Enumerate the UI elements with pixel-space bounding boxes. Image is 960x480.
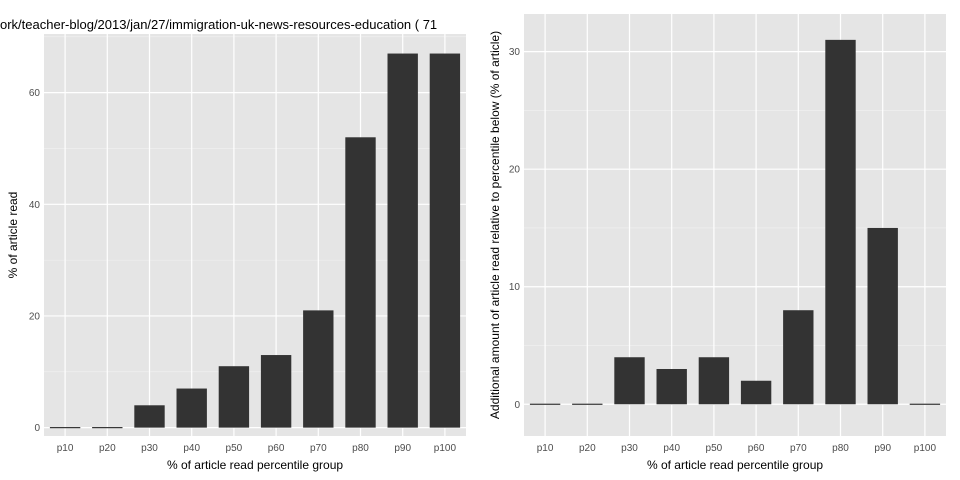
x-tick-label: p100 [434,443,457,454]
chart-title: ork/teacher-blog/2013/jan/27/immigration… [0,17,437,32]
x-axis-title: % of article read percentile group [167,458,343,472]
x-tick-label: p100 [914,443,937,454]
y-tick-label: 0 [34,423,40,434]
bar-p60 [740,380,772,405]
y-tick-label: 20 [509,165,521,176]
bar-p50 [218,366,250,428]
x-tick-label: p50 [706,443,723,454]
x-tick-label: p70 [310,443,327,454]
x-tick-label: p20 [99,443,116,454]
bar-p70 [303,310,334,428]
x-tick-label: p30 [141,443,158,454]
bar-p10 [49,427,81,429]
x-tick-label: p20 [579,443,596,454]
bar-p20 [572,403,603,405]
x-tick-label: p60 [268,443,285,454]
bar-p60 [260,355,292,428]
y-axis-title: % of article read [6,192,20,279]
bar-p90 [387,53,418,428]
bar-p20 [92,427,123,429]
y-tick-label: 30 [509,47,521,58]
bar-p50 [698,357,730,405]
bar-p100 [429,53,461,428]
y-tick-label: 0 [514,400,520,411]
x-tick-label: p90 [394,443,411,454]
bar-p70 [783,310,814,405]
x-tick-label: p40 [663,443,680,454]
bar-p100 [909,403,941,405]
bar-p40 [176,388,207,428]
y-tick-label: 10 [509,282,521,293]
bar-p90 [867,227,898,405]
bar-p80 [345,137,376,428]
y-tick-label: 20 [29,311,41,322]
bar-p30 [614,357,645,405]
chart-panel-right: 0 10 20 30 p10 p20 p30 p40 p50 p60 p70 p80 p90 p100 % … [488,14,946,472]
chart-panel-left: 0 20 40 60 p10 p20 p30 p40 p50 p60 p70 p80 p90 p100 % … [0,17,466,472]
x-tick-label: p60 [748,443,765,454]
x-tick-label: p80 [352,443,369,454]
x-tick-label: p70 [790,443,807,454]
x-tick-label: p10 [57,443,74,454]
x-tick-label: p90 [874,443,891,454]
y-axis-title: Additional amount of article read relati… [488,31,502,419]
x-tick-label: p30 [621,443,638,454]
bar-p30 [134,405,165,428]
y-tick-label: 60 [29,88,41,99]
x-tick-label: p80 [832,443,849,454]
x-axis-title: % of article read percentile group [647,458,823,472]
x-tick-label: p10 [537,443,554,454]
y-tick-label: 40 [29,200,41,211]
bar-p80 [825,39,856,405]
x-tick-label: p50 [226,443,243,454]
bar-p40 [656,368,687,405]
bar-p10 [529,403,561,405]
x-tick-label: p40 [183,443,200,454]
